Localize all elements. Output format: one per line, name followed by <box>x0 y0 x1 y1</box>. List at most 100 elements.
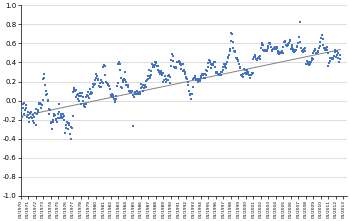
Point <box>20 107 25 110</box>
Point <box>144 79 149 82</box>
Point <box>297 21 302 24</box>
Point <box>135 91 140 95</box>
Point <box>292 49 298 53</box>
Point <box>75 92 80 96</box>
Point <box>254 58 260 61</box>
Point <box>222 64 228 67</box>
Point <box>176 59 182 62</box>
Point <box>324 48 330 52</box>
Point <box>53 117 58 120</box>
Point <box>56 103 62 106</box>
Point <box>199 74 204 78</box>
Point <box>307 63 313 66</box>
Point <box>189 97 194 101</box>
Point <box>136 92 142 96</box>
Point <box>239 74 244 78</box>
Point <box>246 72 251 76</box>
Point <box>24 115 30 119</box>
Point <box>181 68 187 72</box>
Point <box>226 53 232 57</box>
Point <box>30 119 35 122</box>
Point <box>266 44 271 48</box>
Point <box>168 65 174 68</box>
Point <box>120 78 126 81</box>
Point <box>330 56 336 59</box>
Point <box>163 77 169 80</box>
Point <box>302 46 308 50</box>
Point <box>256 56 261 59</box>
Point <box>302 49 308 53</box>
Point <box>84 95 89 99</box>
Point <box>246 73 252 77</box>
Point <box>134 92 139 96</box>
Point <box>162 74 167 78</box>
Point <box>320 33 325 37</box>
Point <box>143 86 149 89</box>
Point <box>200 72 205 76</box>
Point <box>202 76 208 80</box>
Point <box>127 89 132 93</box>
Point <box>46 99 51 102</box>
Point <box>104 81 109 84</box>
Point <box>167 82 173 85</box>
Point <box>78 94 84 98</box>
Point <box>64 126 69 130</box>
Point <box>132 92 137 96</box>
Point <box>195 80 201 83</box>
Point <box>270 49 275 53</box>
Point <box>240 72 246 76</box>
Point <box>76 99 82 102</box>
Point <box>314 51 319 55</box>
Point <box>67 132 73 136</box>
Point <box>89 91 95 95</box>
Point <box>108 94 114 98</box>
Point <box>32 121 37 124</box>
Point <box>296 42 301 45</box>
Point <box>22 108 28 112</box>
Point <box>215 72 220 76</box>
Point <box>67 122 72 125</box>
Point <box>77 94 82 98</box>
Point <box>223 67 229 70</box>
Point <box>119 86 125 90</box>
Point <box>285 43 290 46</box>
Point <box>140 84 146 87</box>
Point <box>196 77 201 80</box>
Point <box>44 92 50 96</box>
Point <box>120 80 125 83</box>
Point <box>188 97 194 101</box>
Point <box>33 107 38 111</box>
Point <box>265 46 271 50</box>
Point <box>22 101 27 104</box>
Point <box>158 69 163 73</box>
Point <box>232 49 238 53</box>
Point <box>95 78 100 81</box>
Point <box>259 44 264 47</box>
Point <box>93 76 99 80</box>
Point <box>159 73 165 77</box>
Point <box>303 63 309 66</box>
Point <box>92 83 97 86</box>
Point <box>256 55 262 59</box>
Point <box>109 92 115 96</box>
Point <box>69 137 74 141</box>
Point <box>60 112 65 116</box>
Point <box>329 57 334 60</box>
Point <box>137 92 143 96</box>
Point <box>164 78 170 81</box>
Point <box>187 93 193 97</box>
Point <box>321 46 327 50</box>
Point <box>269 48 274 52</box>
Point <box>55 116 61 120</box>
Point <box>336 56 341 59</box>
Point <box>32 111 38 115</box>
Point <box>65 128 70 131</box>
Point <box>113 97 119 101</box>
Point <box>299 49 305 53</box>
Point <box>253 57 259 60</box>
Point <box>216 72 221 76</box>
Point <box>281 40 287 43</box>
Point <box>105 83 111 86</box>
Point <box>314 51 320 55</box>
Point <box>201 73 206 77</box>
